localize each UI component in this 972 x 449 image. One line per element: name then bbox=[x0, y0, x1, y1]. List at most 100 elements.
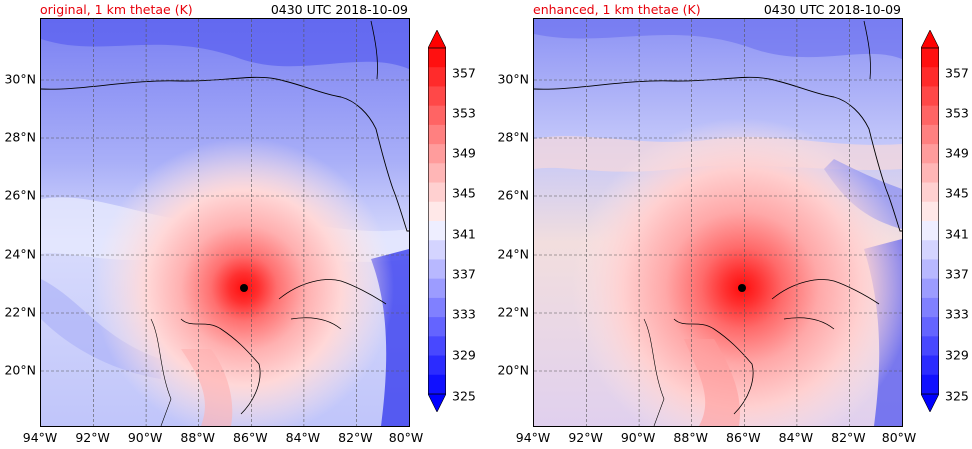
colorbar-tick: 325 bbox=[945, 388, 969, 404]
graticule bbox=[534, 19, 902, 426]
colorbar-level bbox=[428, 374, 446, 395]
colorbar-level bbox=[428, 240, 446, 260]
colorbar-tick: 333 bbox=[452, 306, 476, 322]
colorbar-level bbox=[921, 278, 939, 299]
colorbar-level bbox=[921, 297, 939, 318]
panel-original: original, 1 km thetae (K) 0430 UTC 2018-… bbox=[4, 2, 476, 445]
lat-tick: 22°N bbox=[497, 304, 529, 320]
colorbar-level bbox=[428, 278, 446, 299]
colorbar-level bbox=[428, 105, 446, 126]
colorbar-frame bbox=[428, 47, 446, 395]
colorbar-level bbox=[921, 259, 939, 280]
lon-tick: 90°W bbox=[620, 430, 656, 445]
colorbar-level bbox=[921, 355, 939, 376]
lon-tick: 92°W bbox=[568, 430, 603, 445]
colorbar-level bbox=[921, 86, 939, 107]
lat-tick: 30°N bbox=[4, 71, 36, 87]
colorbar-level bbox=[428, 124, 446, 145]
storm-center-marker bbox=[738, 284, 746, 292]
colorbar-level bbox=[921, 48, 939, 68]
lat-tick: 28°N bbox=[4, 129, 36, 145]
colorbar-level bbox=[428, 86, 446, 107]
colorbar-tick: 337 bbox=[452, 266, 476, 282]
lat-tick: 26°N bbox=[4, 187, 36, 203]
lon-tick: 94°W bbox=[22, 430, 58, 445]
colorbar-level bbox=[921, 144, 939, 164]
lon-tick: 84°W bbox=[285, 430, 321, 445]
colorbar-tick: 325 bbox=[452, 388, 476, 404]
graticule bbox=[41, 19, 409, 426]
colorbar-level bbox=[428, 297, 446, 318]
colorbar-level bbox=[921, 182, 939, 203]
lon-tick: 82°W bbox=[338, 430, 373, 445]
colorbar-level bbox=[428, 259, 446, 280]
panel-title: enhanced, 1 km thetae (K) bbox=[533, 2, 701, 17]
lon-tick: 80°W bbox=[388, 430, 424, 445]
colorbar-tick: 353 bbox=[945, 105, 969, 121]
colorbar-frame bbox=[921, 47, 939, 395]
lat-tick: 30°N bbox=[497, 71, 529, 87]
thetae-field-enhanced bbox=[534, 19, 902, 426]
lat-tick: 20°N bbox=[4, 362, 36, 378]
storm-center-marker bbox=[240, 284, 248, 292]
colorbar-extend-min bbox=[428, 393, 446, 412]
lon-tick: 86°W bbox=[233, 430, 268, 445]
colorbar-tick: 337 bbox=[945, 266, 969, 282]
colorbar-level bbox=[921, 221, 939, 241]
colorbar-tick: 357 bbox=[945, 65, 969, 81]
colorbar-tick: 345 bbox=[945, 185, 969, 201]
lat-tick: 26°N bbox=[497, 187, 529, 203]
colorbar bbox=[428, 30, 446, 412]
colorbar-extend-max bbox=[428, 30, 446, 49]
lat-tick: 20°N bbox=[497, 362, 529, 378]
panel-timestamp: 0430 UTC 2018-10-09 bbox=[270, 2, 408, 17]
colorbar-tick: 357 bbox=[452, 65, 476, 81]
lat-tick: 22°N bbox=[4, 304, 36, 320]
colorbar-level bbox=[921, 163, 939, 184]
colorbar-level bbox=[921, 67, 939, 87]
lon-tick: 82°W bbox=[831, 430, 866, 445]
colorbar-level bbox=[428, 182, 446, 203]
colorbar-tick: 349 bbox=[945, 145, 969, 161]
panel-title: original, 1 km thetae (K) bbox=[40, 2, 193, 17]
lat-tick: 24°N bbox=[4, 246, 36, 262]
map-enhanced bbox=[533, 18, 903, 427]
colorbar-level bbox=[921, 105, 939, 126]
colorbar-level bbox=[921, 201, 939, 222]
colorbar-level bbox=[428, 67, 446, 87]
lon-tick: 92°W bbox=[75, 430, 110, 445]
lon-tick: 88°W bbox=[180, 430, 215, 445]
colorbar-level bbox=[428, 201, 446, 222]
colorbar-tick: 353 bbox=[452, 105, 476, 121]
colorbar-tick: 341 bbox=[452, 226, 476, 242]
lon-tick: 86°W bbox=[726, 430, 761, 445]
colorbar-level bbox=[921, 374, 939, 395]
colorbar-level bbox=[428, 221, 446, 241]
colorbar-level bbox=[428, 144, 446, 164]
colorbar-level bbox=[921, 124, 939, 145]
colorbar-level bbox=[921, 336, 939, 357]
colorbar-tick: 345 bbox=[452, 185, 476, 201]
lon-tick: 90°W bbox=[127, 430, 163, 445]
colorbar-tick: 333 bbox=[945, 306, 969, 322]
colorbar-tick: 329 bbox=[945, 347, 969, 363]
lat-tick: 28°N bbox=[497, 129, 529, 145]
colorbar-tick: 341 bbox=[945, 226, 969, 242]
colorbar-level bbox=[428, 48, 446, 68]
lon-tick: 80°W bbox=[881, 430, 917, 445]
panel-enhanced: enhanced, 1 km thetae (K) 0430 UTC 2018-… bbox=[493, 0, 972, 449]
colorbar-level bbox=[428, 163, 446, 184]
colorbar bbox=[921, 30, 939, 412]
colorbar-level bbox=[921, 240, 939, 260]
colorbar-tick: 349 bbox=[452, 145, 476, 161]
colorbar-level bbox=[428, 355, 446, 376]
map-original bbox=[40, 18, 410, 427]
colorbar-extend-min bbox=[921, 393, 939, 412]
colorbar-level bbox=[921, 317, 939, 337]
colorbar-level bbox=[428, 317, 446, 337]
lat-tick: 24°N bbox=[497, 246, 529, 262]
colorbar-extend-max bbox=[921, 30, 939, 49]
lon-tick: 94°W bbox=[515, 430, 551, 445]
lon-tick: 84°W bbox=[778, 430, 814, 445]
panel-timestamp: 0430 UTC 2018-10-09 bbox=[763, 2, 901, 17]
